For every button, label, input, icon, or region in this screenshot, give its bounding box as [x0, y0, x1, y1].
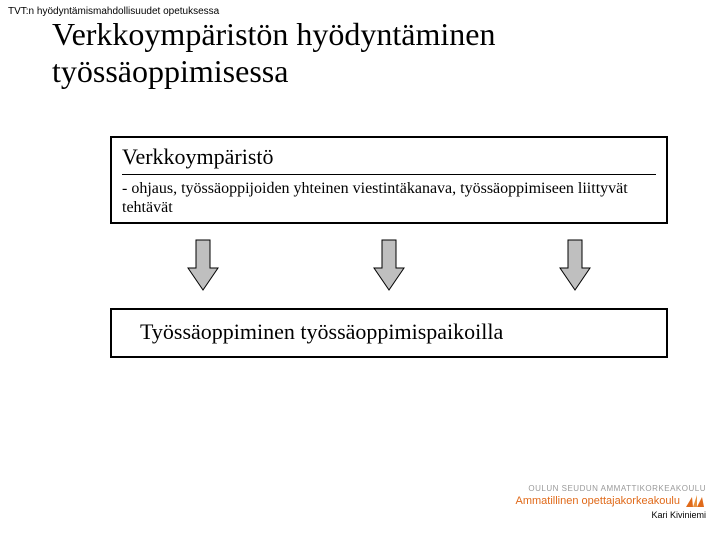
box-verkkoymparisto: Verkkoympäristö - ohjaus, työssäoppijoid… [110, 136, 668, 224]
footer-logo-block: OULUN SEUDUN AMMATTIKORKEAKOULU Ammatill… [516, 484, 706, 520]
arrow-row [110, 232, 668, 298]
box-tyossaoppiminen: Työssäoppiminen työssäoppimispaikoilla [110, 308, 668, 358]
sub-institution-name: Ammatillinen opettajakorkeakoulu [516, 495, 680, 507]
box1-title: Verkkoympäristö [122, 144, 656, 170]
box2-text: Työssäoppiminen työssäoppimispaikoilla [140, 319, 503, 345]
down-arrow-icon [372, 238, 406, 292]
down-arrow-icon [558, 238, 592, 292]
down-arrow-icon [186, 238, 220, 292]
slide-title: Verkkoympäristön hyödyntäminen työssäopp… [52, 16, 720, 90]
institution-name: OULUN SEUDUN AMMATTIKORKEAKOULU [516, 484, 706, 493]
box1-description: - ohjaus, työssäoppijoiden yhteinen vies… [122, 174, 656, 217]
author-name: Kari Kiviniemi [516, 510, 706, 520]
fan-logo-icon [684, 493, 706, 509]
sub-institution-row: Ammatillinen opettajakorkeakoulu [516, 493, 706, 509]
